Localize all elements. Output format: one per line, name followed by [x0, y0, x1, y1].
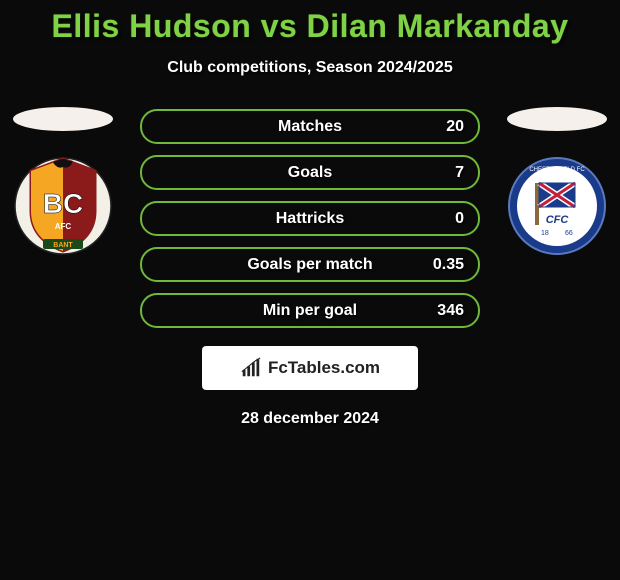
svg-text:18: 18	[541, 230, 549, 237]
stat-label: Hattricks	[142, 210, 478, 228]
svg-text:AFC: AFC	[55, 222, 72, 231]
svg-text:BANT: BANT	[53, 242, 73, 249]
stat-label: Min per goal	[142, 302, 478, 320]
stat-row-hattricks: Hattricks 0	[140, 201, 480, 236]
stat-row-goals-per-match: Goals per match 0.35	[140, 247, 480, 282]
stats-list: Matches 20 Goals 7 Hattricks 0 Goals per…	[140, 107, 480, 328]
svg-text:CFC: CFC	[546, 214, 570, 226]
comparison-date: 28 december 2024	[0, 410, 620, 428]
stat-right-value: 346	[437, 302, 464, 320]
stat-row-matches: Matches 20	[140, 109, 480, 144]
stat-label: Goals	[142, 164, 478, 182]
player-left-column: BC AFC BANT	[8, 107, 118, 261]
chart-icon	[240, 357, 262, 379]
svg-text:BC: BC	[43, 188, 83, 219]
player-right-column: CHESTERFIELD FC CFC 18 66	[502, 107, 612, 261]
svg-text:66: 66	[565, 230, 573, 237]
stat-right-value: 7	[455, 164, 464, 182]
stat-right-value: 0	[455, 210, 464, 228]
comparison-title: Ellis Hudson vs Dilan Markanday	[0, 0, 620, 45]
branding-badge: FcTables.com	[202, 346, 418, 390]
comparison-subtitle: Club competitions, Season 2024/2025	[0, 59, 620, 77]
comparison-content: BC AFC BANT CHESTERFIELD FC CFC 18	[0, 107, 620, 428]
stat-right-value: 0.35	[433, 256, 464, 274]
stat-row-goals: Goals 7	[140, 155, 480, 190]
club-logo-left: BC AFC BANT	[13, 151, 113, 261]
player-right-placeholder	[507, 107, 607, 131]
stat-label: Matches	[142, 118, 478, 136]
club-logo-right: CHESTERFIELD FC CFC 18 66	[507, 151, 607, 261]
stat-row-min-per-goal: Min per goal 346	[140, 293, 480, 328]
stat-label: Goals per match	[142, 256, 478, 274]
stat-right-value: 20	[446, 118, 464, 136]
branding-text: FcTables.com	[268, 358, 380, 378]
player-left-placeholder	[13, 107, 113, 131]
svg-text:CHESTERFIELD FC: CHESTERFIELD FC	[529, 167, 585, 173]
